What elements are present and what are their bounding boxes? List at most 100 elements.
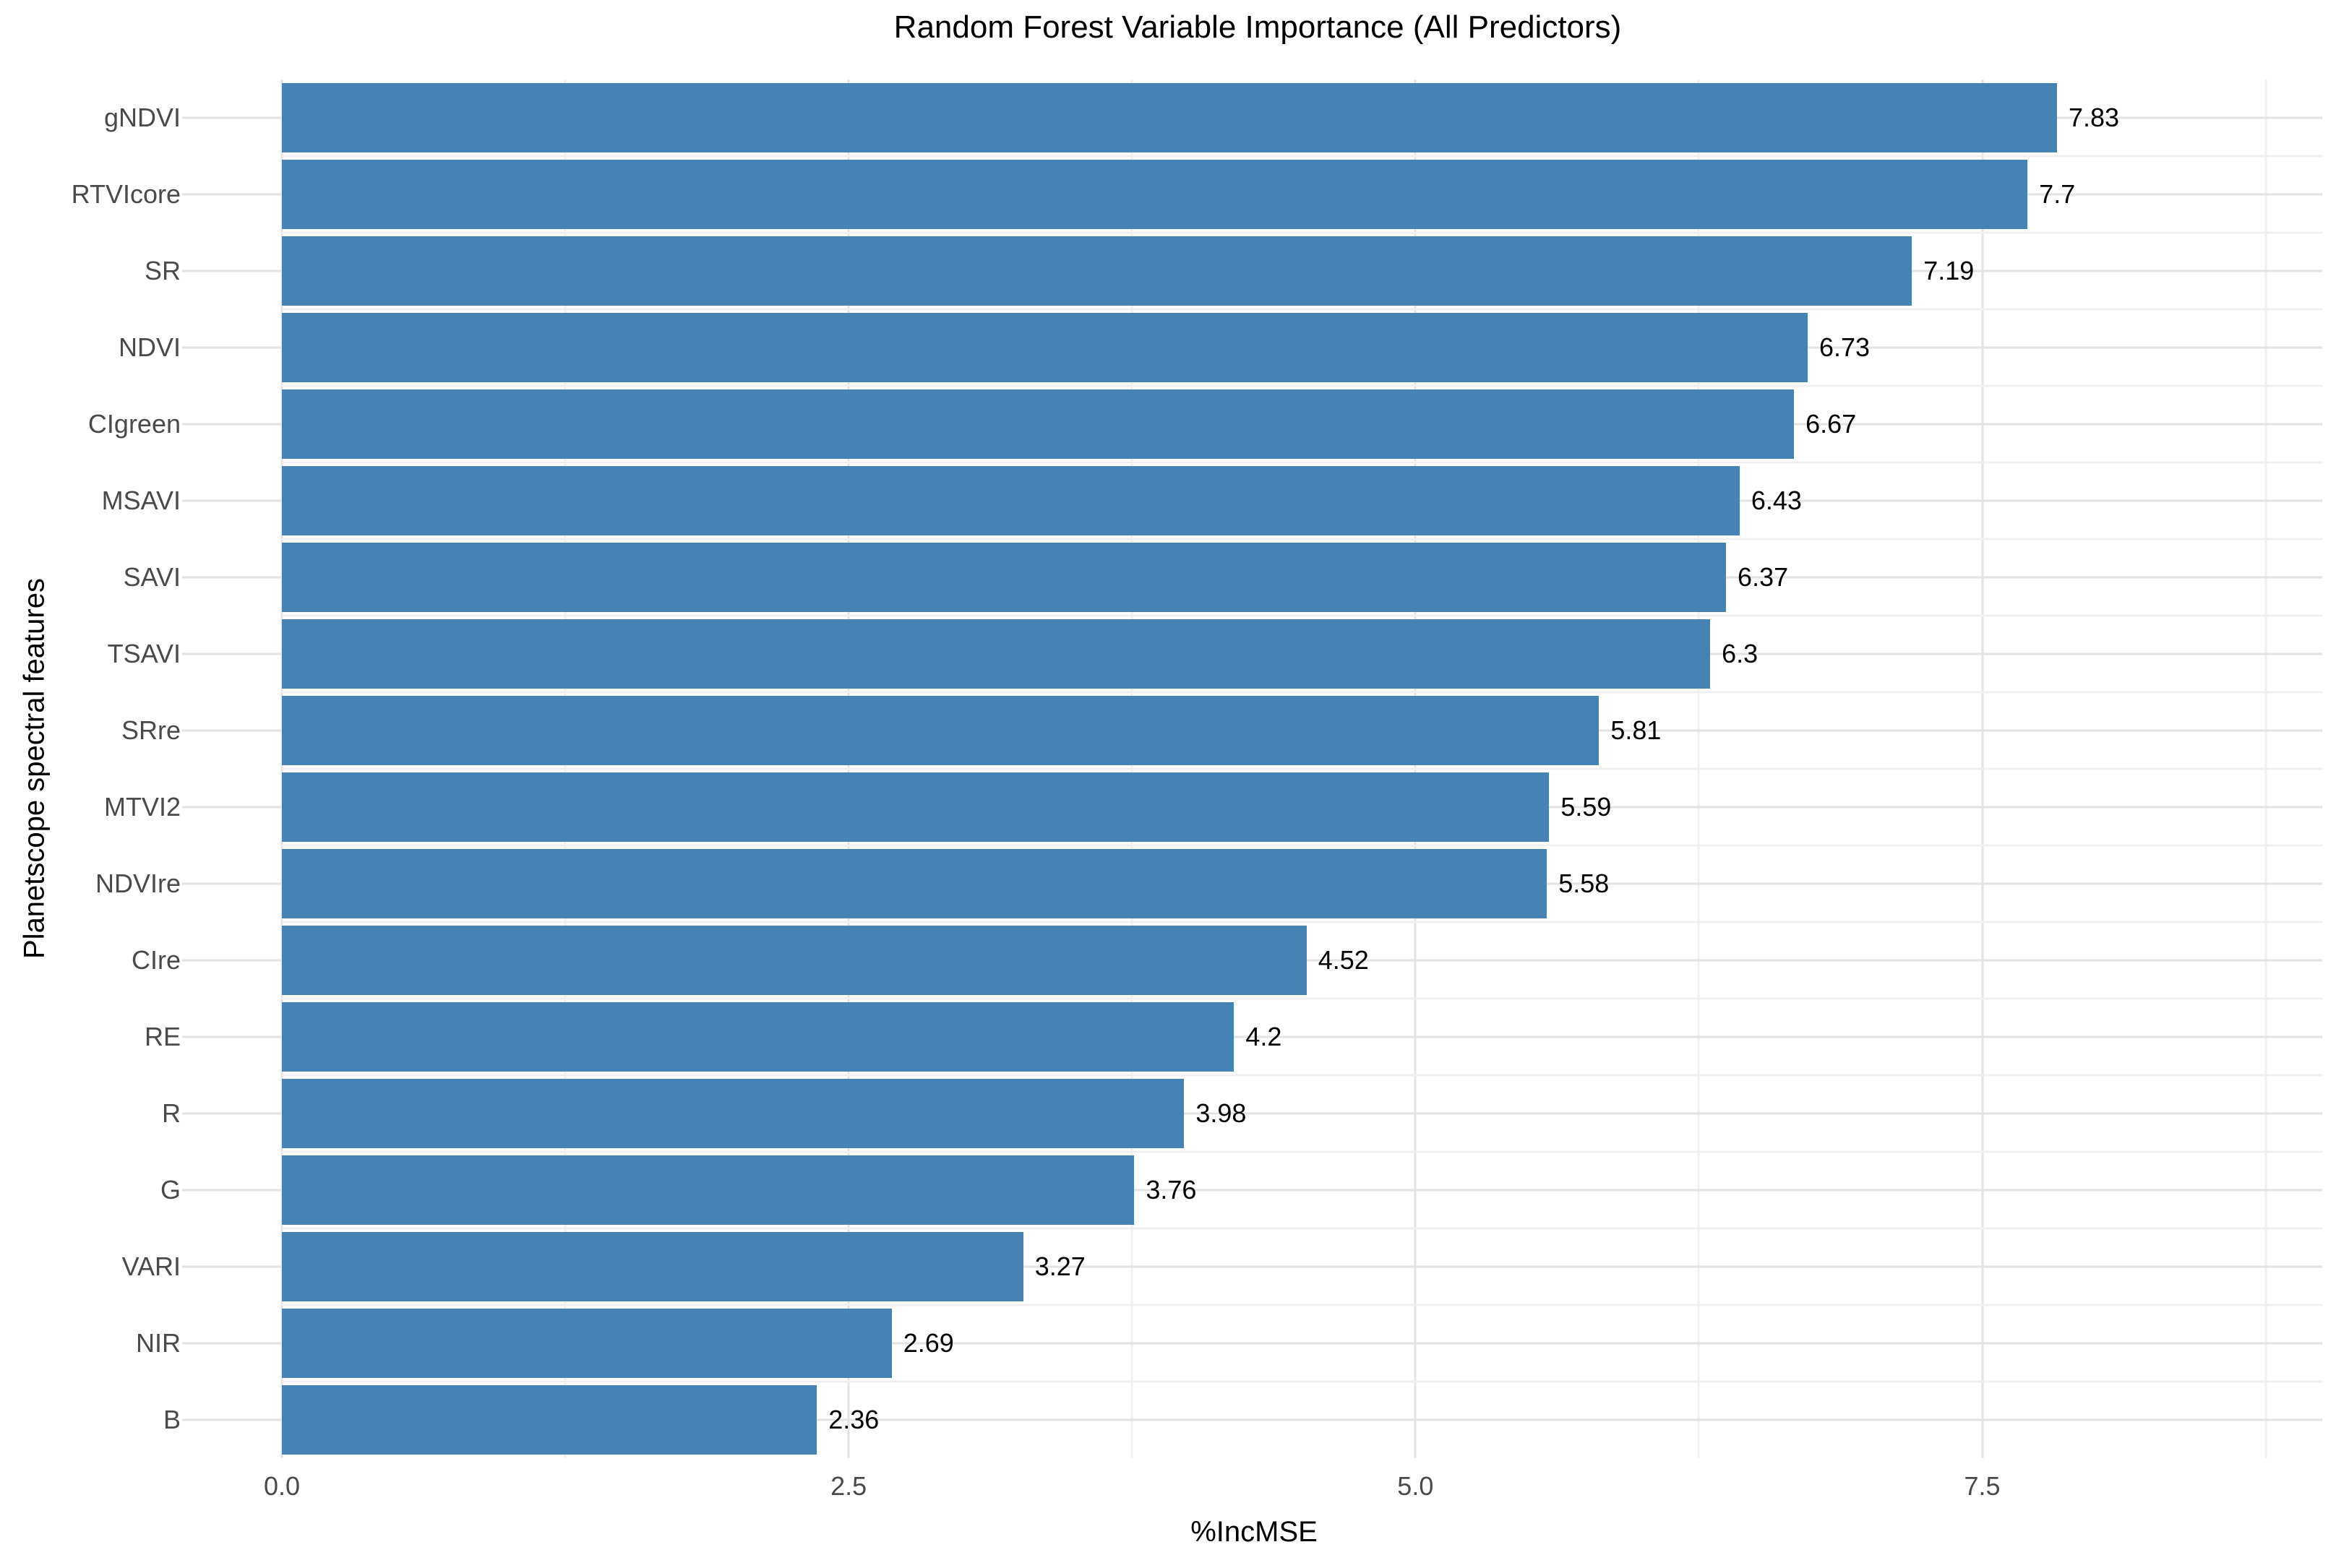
bar-value-label: 5.81 <box>1610 715 1662 745</box>
bar-R <box>282 1079 1185 1148</box>
bar-CIgreen <box>282 389 1795 459</box>
y-axis-tick <box>182 1189 282 1192</box>
y-axis-tick <box>182 116 282 119</box>
y-axis-label-NDVI: NDVI <box>118 332 181 362</box>
y-axis-label-gNDVI: gNDVI <box>103 103 181 132</box>
bar-NDVIre <box>282 849 1547 918</box>
y-axis-tick <box>182 1035 282 1038</box>
bar-MTVI2 <box>282 772 1550 842</box>
bar-value-label: 2.69 <box>903 1328 954 1358</box>
bar-RE <box>282 1002 1234 1072</box>
y-axis-label-RTVIcore: RTVIcore <box>71 179 181 209</box>
bar-VARI <box>282 1232 1023 1301</box>
bar-CIre <box>282 926 1307 995</box>
y-axis-tick <box>182 423 282 426</box>
y-axis-tick <box>182 1112 282 1115</box>
gridline-horizontal-minor <box>282 1304 2322 1306</box>
chart-title: Random Forest Variable Importance (All P… <box>893 9 1622 45</box>
bar-SRre <box>282 696 1599 765</box>
gridline-horizontal-minor <box>282 461 2322 464</box>
y-axis-label-MSAVI: MSAVI <box>101 486 181 515</box>
plot-panel: 7.83 7.7 7.19 6.73 6.67 6.43 6.37 6.3 5.81 5.59 5.… <box>280 79 2322 1458</box>
y-axis-label-NIR: NIR <box>136 1328 181 1358</box>
y-axis-tick <box>182 270 282 272</box>
bar-value-label: 7.83 <box>2069 103 2120 132</box>
gridline-horizontal-major <box>282 1112 2322 1115</box>
x-axis: 0.0 2.5 5.0 7.5 <box>264 1471 2322 1506</box>
gridline-horizontal-minor <box>282 1074 2322 1077</box>
bar-value-label: 3.76 <box>1146 1175 1197 1205</box>
y-axis-tick <box>182 652 282 655</box>
gridline-horizontal-minor <box>282 921 2322 923</box>
y-axis-tick <box>182 959 282 962</box>
x-axis-tick-label: 2.5 <box>830 1471 867 1501</box>
y-axis-tick <box>182 576 282 579</box>
gridline-horizontal-minor <box>282 1380 2322 1383</box>
bar-value-label: 3.27 <box>1034 1252 1086 1281</box>
gridline-horizontal-major <box>282 1418 2322 1421</box>
bar-MSAVI <box>282 466 1740 535</box>
bar-RTVIcore <box>282 160 2028 229</box>
y-axis: gNDVI RTVIcore SR NDVI CIgreen MSAVI SAVI TSAVI… <box>0 79 282 1458</box>
gridline-horizontal-minor <box>282 691 2322 694</box>
bar-value-label: 6.43 <box>1751 486 1802 515</box>
bar-value-label: 7.7 <box>2039 179 2076 209</box>
bar-NIR <box>282 1309 892 1378</box>
bar-gNDVI <box>282 83 2057 152</box>
x-axis-tick-label: 0.0 <box>263 1471 301 1501</box>
y-axis-label-SR: SR <box>144 256 181 285</box>
bar-value-label: 4.2 <box>1245 1021 1282 1051</box>
y-axis-label-MTVI2: MTVI2 <box>103 792 181 822</box>
bar-value-label: 6.3 <box>1722 639 1758 668</box>
bar-value-label: 6.73 <box>1818 332 1871 362</box>
bar-value-label: 4.52 <box>1318 945 1369 975</box>
gridline-horizontal-minor <box>282 308 2322 311</box>
y-axis-label-SAVI: SAVI <box>123 561 181 592</box>
bar-value-label: 6.67 <box>1805 409 1857 439</box>
x-axis-tick-label: 5.0 <box>1397 1471 1434 1501</box>
gridline-horizontal-minor <box>282 1227 2322 1230</box>
bar-SR <box>282 236 1912 306</box>
y-axis-tick <box>182 806 282 809</box>
bar-NDVI <box>282 313 1808 382</box>
gridline-horizontal-minor <box>282 155 2322 158</box>
gridline-horizontal-minor <box>282 384 2322 387</box>
gridline-horizontal-minor <box>282 1150 2322 1153</box>
y-axis-tick <box>182 499 282 502</box>
bar-TSAVI <box>282 619 1711 689</box>
y-axis-tick <box>182 346 282 349</box>
y-axis-label-NDVIre: NDVIre <box>95 869 181 898</box>
y-axis-tick <box>182 1418 282 1421</box>
gridline-horizontal-minor <box>282 997 2322 1000</box>
bar-value-label: 6.37 <box>1738 561 1789 592</box>
bar-value-label: 3.98 <box>1195 1098 1247 1128</box>
bar-value-label: 7.19 <box>1923 256 1975 285</box>
gridline-horizontal-minor <box>282 538 2322 540</box>
gridline-horizontal-major <box>282 1342 2322 1345</box>
y-axis-label-VARI: VARI <box>121 1252 181 1281</box>
y-axis-label-RE: RE <box>144 1021 181 1051</box>
gridline-horizontal-major <box>282 1035 2322 1038</box>
y-axis-label-TSAVI: TSAVI <box>107 639 181 668</box>
y-axis-label-CIre: CIre <box>131 945 181 975</box>
y-axis-tick <box>182 882 282 885</box>
y-axis-label-B: B <box>163 1405 181 1434</box>
y-axis-label-G: G <box>160 1175 181 1205</box>
gridline-horizontal-minor <box>282 231 2322 234</box>
x-axis-title: %IncMSE <box>1190 1516 1318 1548</box>
bar-value-label: 5.58 <box>1558 869 1610 898</box>
y-axis-label-SRre: SRre <box>121 715 181 745</box>
y-axis-tick <box>182 729 282 732</box>
y-axis-tick <box>182 193 282 196</box>
gridline-horizontal-minor <box>282 614 2322 617</box>
gridline-horizontal-major <box>282 1265 2322 1268</box>
bar-B <box>282 1385 817 1455</box>
y-axis-label-R: R <box>162 1098 181 1128</box>
bar-SAVI <box>282 543 1727 612</box>
y-axis-label-CIgreen: CIgreen <box>87 409 181 439</box>
y-axis-tick <box>182 1265 282 1268</box>
y-axis-tick <box>182 1342 282 1345</box>
gridline-horizontal-minor <box>282 767 2322 770</box>
bar-value-label: 2.36 <box>828 1405 880 1434</box>
